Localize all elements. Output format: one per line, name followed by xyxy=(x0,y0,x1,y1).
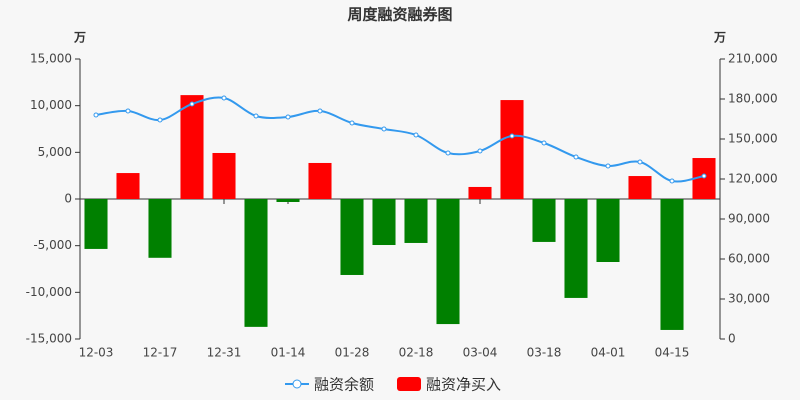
line-point xyxy=(221,95,227,101)
line-point xyxy=(189,101,195,107)
legend-label: 融资余额 xyxy=(314,376,374,394)
y2-tick-label: 120,000 xyxy=(728,172,778,186)
bar xyxy=(692,158,716,199)
bar xyxy=(308,162,332,199)
y2-tick-label: 150,000 xyxy=(728,132,778,146)
bar xyxy=(244,199,268,327)
line-point xyxy=(253,113,259,119)
x-tick-label: 01-28 xyxy=(335,346,370,360)
bar xyxy=(116,173,140,199)
line-point xyxy=(541,140,547,146)
bar xyxy=(468,186,492,199)
x-tick-label: 12-17 xyxy=(143,346,178,360)
y-tick-label: 0 xyxy=(64,192,72,206)
line-point xyxy=(477,148,483,154)
bar xyxy=(564,199,588,298)
y-tick-label: 15,000 xyxy=(30,52,72,66)
y2-tick-label: 90,000 xyxy=(728,212,770,226)
bar xyxy=(500,100,524,199)
line xyxy=(95,96,705,183)
line-point xyxy=(349,120,355,126)
y2-tick-label: 0 xyxy=(728,332,736,346)
bar xyxy=(212,152,236,199)
line-point xyxy=(605,163,611,169)
bar xyxy=(276,199,300,202)
y-tick-label: -15,000 xyxy=(26,332,72,346)
y2-tick-label: 60,000 xyxy=(728,252,770,266)
legend-swatch xyxy=(397,377,421,391)
y2-unit: 万 xyxy=(713,31,726,45)
y-tick-label: -10,000 xyxy=(26,285,72,299)
bar xyxy=(628,176,652,199)
bar xyxy=(596,199,620,262)
x-tick-label: 03-18 xyxy=(527,346,562,360)
x-tick-label: 12-03 xyxy=(79,346,114,360)
line-point xyxy=(701,173,707,179)
bar xyxy=(660,199,684,330)
line-point xyxy=(285,114,291,120)
line-point xyxy=(445,150,451,156)
x-tick-label: 02-18 xyxy=(399,346,434,360)
bar xyxy=(372,199,396,246)
x-tick-label: 01-14 xyxy=(271,346,306,360)
bar xyxy=(436,199,460,325)
x-tick-label: 12-31 xyxy=(207,346,242,360)
y-unit: 万 xyxy=(73,31,86,45)
x-tick-label: 03-04 xyxy=(463,346,498,360)
line-point xyxy=(317,108,323,114)
line-point xyxy=(93,112,99,118)
bar xyxy=(340,199,364,275)
legend-label: 融资净买入 xyxy=(426,376,501,394)
chart-title: 周度融资融券图 xyxy=(347,6,452,24)
line-point xyxy=(669,178,675,184)
y2-tick-label: 30,000 xyxy=(728,292,770,306)
line-point xyxy=(509,133,515,139)
bar xyxy=(148,199,172,258)
x-tick-label: 04-15 xyxy=(655,346,690,360)
line-point xyxy=(573,154,579,160)
y2-tick-label: 180,000 xyxy=(728,92,778,106)
line-point xyxy=(157,117,163,123)
y-tick-label: 10,000 xyxy=(30,98,72,112)
bar xyxy=(404,199,428,243)
line-point xyxy=(381,126,387,132)
y-tick-label: 5,000 xyxy=(38,145,72,159)
line-point xyxy=(125,108,131,114)
line-point xyxy=(637,159,643,165)
y2-tick-label: 210,000 xyxy=(728,52,778,66)
bar xyxy=(180,95,204,199)
legend-marker xyxy=(292,379,302,389)
line-point xyxy=(413,132,419,138)
y-tick-label: -5,000 xyxy=(33,238,72,252)
bar xyxy=(84,199,108,249)
bar xyxy=(532,199,556,242)
x-tick-label: 04-01 xyxy=(591,346,626,360)
